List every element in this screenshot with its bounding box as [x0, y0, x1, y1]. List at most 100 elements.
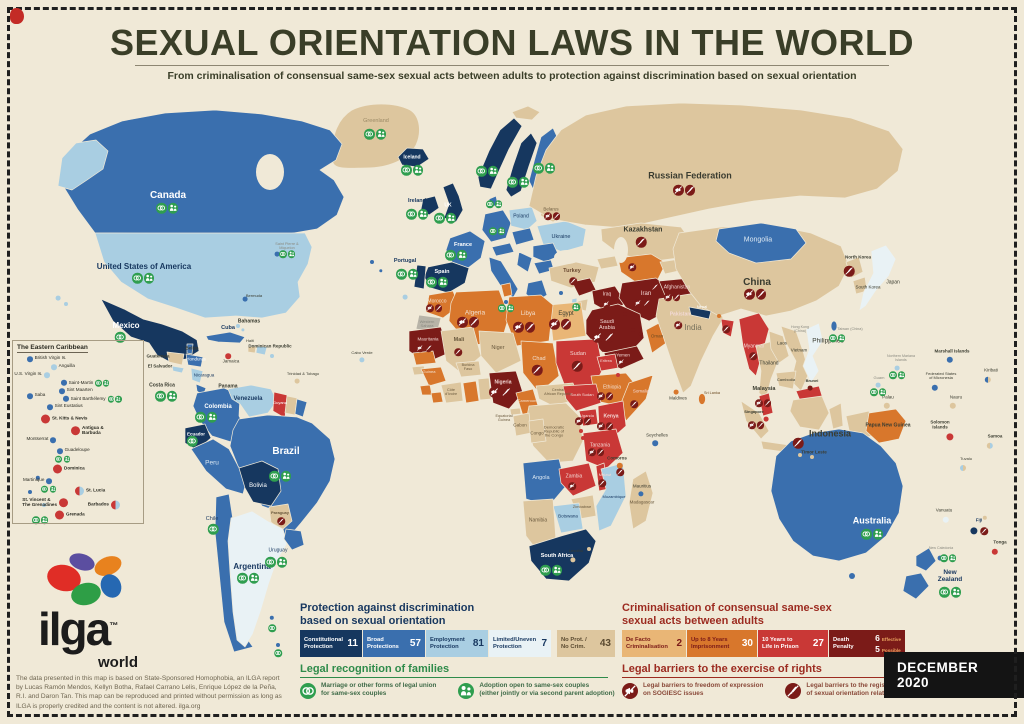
- country-philippines: [802, 322, 824, 384]
- country-niger: [478, 330, 522, 374]
- country-french-guiana: [294, 398, 308, 418]
- country-czechoslovakia: [511, 227, 535, 246]
- country-sierra-leone: [419, 384, 433, 396]
- inset-item-icons: [41, 485, 56, 493]
- country-congo: [528, 418, 547, 444]
- legend-key-item: Marriage or other forms of legal union f…: [300, 682, 436, 699]
- hudson-bay: [256, 154, 284, 190]
- date-badge: DECEMBER 2020: [884, 652, 1024, 698]
- country-guyana: [272, 391, 288, 419]
- country-honduras: [185, 353, 204, 368]
- inset-item: Sint Eustatius: [47, 404, 83, 410]
- inset-item: Anguilla: [51, 364, 75, 370]
- legend-key-item: Adoption open to same-sex couples (eithe…: [458, 682, 615, 699]
- country-svalbard: [511, 105, 541, 121]
- country-papua-new-guinea: [865, 408, 907, 444]
- inset-item: Martinique: [23, 478, 52, 484]
- families-items: Marriage or other forms of legal union f…: [300, 682, 615, 699]
- country-libya: [505, 294, 554, 347]
- island-dot: [63, 396, 69, 402]
- country-indonesia-sulawesi: [828, 402, 844, 430]
- country-ireland: [420, 195, 440, 216]
- island-dot: [50, 437, 56, 443]
- inset-item: St. Vincent & The Grenadines: [22, 497, 68, 508]
- island-dot: [61, 380, 67, 386]
- country-malaysia-peninsula: [758, 392, 774, 417]
- country-mongolia: [715, 222, 807, 264]
- country-guinea: [420, 366, 447, 387]
- country-senegal: [412, 350, 437, 366]
- inset-item: Saint-Martin: [61, 379, 110, 387]
- island-dot: [111, 500, 120, 510]
- page-title: SEXUAL ORIENTATION LAWS IN THE WORLD: [110, 22, 914, 63]
- country-suriname: [284, 395, 298, 416]
- marriage-icon: [41, 485, 48, 493]
- adoption-icon: [49, 485, 56, 493]
- marriage-icon: [300, 683, 316, 699]
- marriage-icon: [95, 379, 102, 387]
- country-egypt: [548, 301, 587, 342]
- country-japan: [858, 244, 897, 312]
- country-bangladesh: [720, 318, 735, 338]
- ilga-brand: ilga™: [38, 603, 119, 655]
- inset-item: Montserrat: [26, 437, 56, 443]
- country-south-sudan: [562, 383, 602, 412]
- country-dominican-republic: [255, 345, 268, 356]
- country-tunisia: [500, 282, 513, 298]
- country-cote-divoire: [440, 381, 464, 404]
- country-new-zealand-north: [915, 547, 937, 572]
- country-sri-lanka: [698, 393, 706, 405]
- island-dot: [27, 356, 33, 362]
- inset-item: Guadeloupe: [57, 448, 90, 454]
- adoption-icon: [102, 379, 110, 387]
- country-elsalvador: [171, 365, 185, 374]
- barriers-items: Legal barriers to freedom of expression …: [622, 682, 944, 699]
- marriage-icon: [55, 455, 62, 463]
- legend-segment: 10 Years to Life in Prison 27: [758, 630, 828, 657]
- country-equatorial-guinea: [509, 407, 522, 416]
- country-australia: [770, 428, 904, 562]
- corner-mark: [10, 8, 24, 24]
- ilga-logo-petals: [47, 553, 122, 606]
- inset-item: St. Kitts & Nevis: [41, 414, 87, 424]
- families-title: Legal recognition of families: [300, 663, 608, 678]
- country-bolivia: [238, 460, 282, 507]
- legend-protection-title: Protection against discrimination based …: [300, 602, 475, 627]
- inset-item: Saint Barthélemy: [63, 395, 122, 403]
- country-nepal: [688, 306, 712, 320]
- inset-item: Dominica: [53, 464, 85, 474]
- cso-icon: [785, 683, 802, 699]
- legend-segment: Up to 8 Years Imprisonment 30: [687, 630, 757, 657]
- country-china: [672, 224, 850, 317]
- country-venezuela: [227, 384, 278, 418]
- inset-item: Antigua & Barbuda: [71, 425, 104, 436]
- country-indonesia-kalimantan: [789, 395, 830, 431]
- island-dot: [53, 464, 62, 474]
- country-burkina-faso: [455, 360, 482, 378]
- country-canada: [61, 109, 345, 235]
- country-haiti: [247, 345, 257, 354]
- attribution-text: The data presented in this map is based …: [16, 675, 282, 710]
- eastern-caribbean-inset: The Eastern Caribbean British Virgin Is.…: [12, 340, 144, 524]
- ilga-logo: ilga™ world: [34, 550, 284, 671]
- caspian-sea: [614, 237, 628, 263]
- country-eritrea: [596, 353, 619, 372]
- inset-item: Barbados: [88, 500, 120, 510]
- country-ghana: [462, 380, 480, 404]
- country-botswana: [552, 502, 584, 534]
- title-rule: [135, 65, 889, 66]
- island-dot: [41, 414, 50, 424]
- adoption-icon: [115, 395, 122, 403]
- country-caucasus: [596, 255, 619, 270]
- country-somalia: [620, 374, 654, 422]
- legend-segment: Limited/Uneven Protection 7: [489, 630, 551, 657]
- country-alaska: [57, 139, 109, 191]
- black-sea: [554, 250, 580, 264]
- country-denmark: [488, 195, 499, 208]
- legend-protection-bar: Constitutional Protection 11 Broad Protect…: [300, 630, 615, 657]
- country-usa: [94, 232, 313, 319]
- country-guatemala: [166, 351, 185, 366]
- country-germany: [481, 209, 512, 243]
- inset-item: Sint Maarten: [59, 388, 93, 394]
